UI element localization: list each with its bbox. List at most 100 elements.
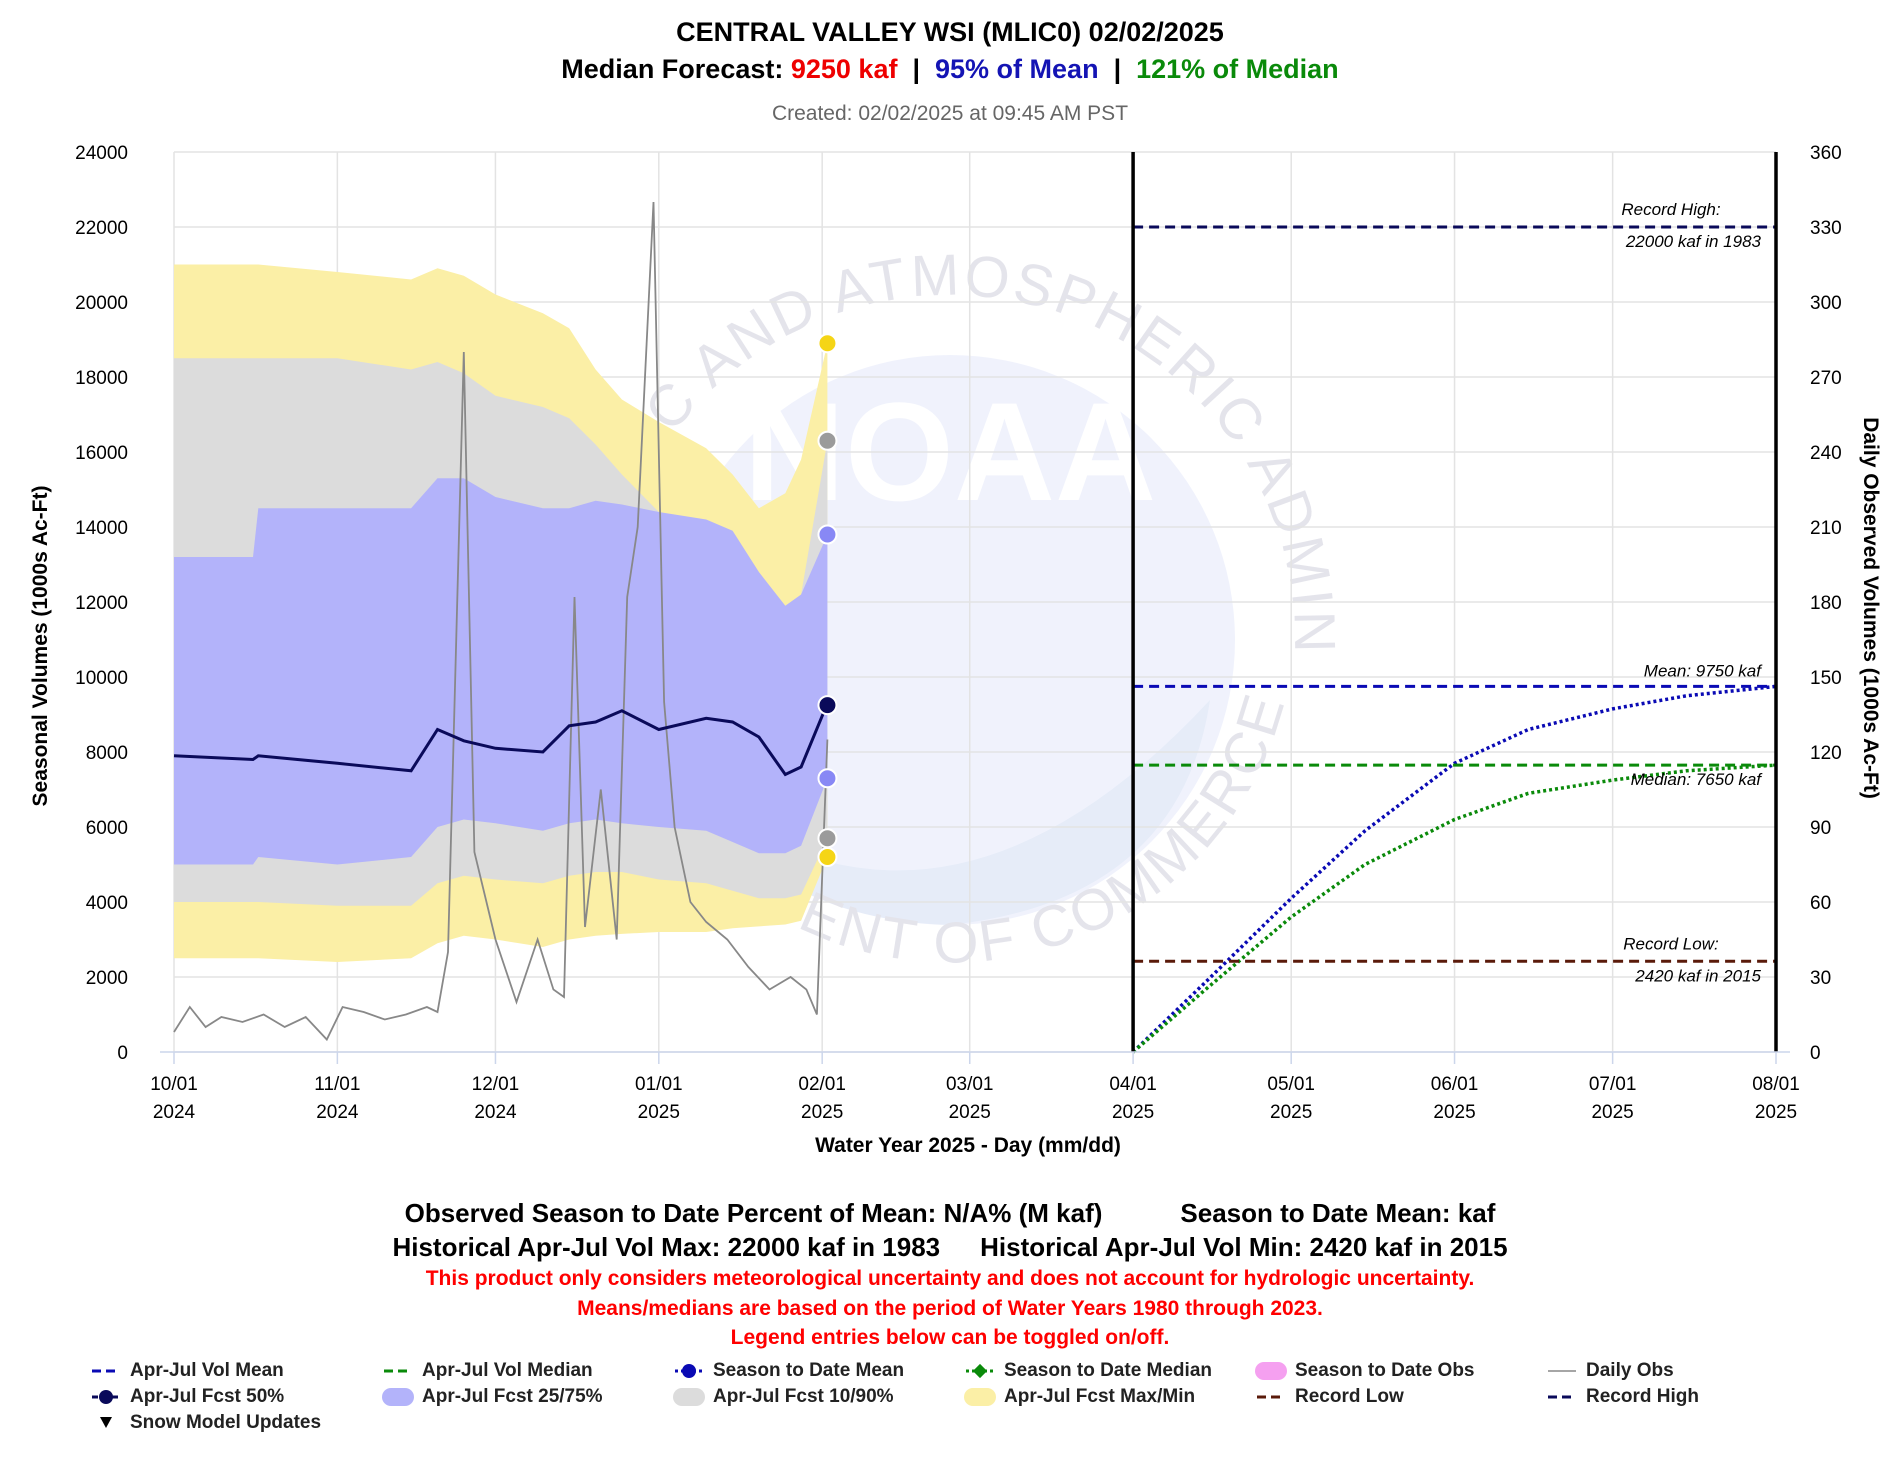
axes: 0 2000 4000 6000 8000 10000 12000 14000 16000 180… bbox=[75, 143, 1842, 1123]
reference-lines: Record High: 22000 kaf in 1983 Mean: 9750 … bbox=[1133, 200, 1776, 985]
legend-dot-line-circle-icon bbox=[675, 1364, 703, 1378]
legend-item-record-high[interactable]: Record High bbox=[1546, 1386, 1699, 1408]
legend-label: Apr-Jul Vol Median bbox=[422, 1360, 593, 1381]
season-to-date-median-line bbox=[1131, 763, 1777, 1054]
subtitle-sep-1: | bbox=[897, 54, 935, 84]
y2-tick-label: 360 bbox=[1810, 143, 1842, 164]
x-tick-label: 06/01 bbox=[1431, 1074, 1479, 1095]
created-text: Created: 02/02/2025 at 09:45 AM PST bbox=[772, 102, 1128, 125]
chart-title: CENTRAL VALLEY WSI (MLIC0) 02/02/2025 bbox=[676, 17, 1224, 47]
y2-tick-label: 150 bbox=[1810, 668, 1842, 689]
footer-stats-1: Observed Season to Date Percent of Mean:… bbox=[0, 1198, 1900, 1229]
record-high-label: Record High: bbox=[1621, 200, 1720, 219]
x-tick-year: 2025 bbox=[638, 1102, 680, 1123]
y-tick-label: 8000 bbox=[86, 743, 128, 764]
legend-blob-icon bbox=[382, 1388, 414, 1406]
record-low-label: Record Low: bbox=[1623, 934, 1719, 953]
y-axis-label: Seasonal Volumes (1000s Ac-Ft) bbox=[29, 486, 52, 807]
y2-tick-label: 210 bbox=[1810, 518, 1842, 539]
end-point-marker bbox=[817, 768, 838, 789]
y-tick-label: 20000 bbox=[75, 293, 128, 314]
y-tick-label: 12000 bbox=[75, 593, 128, 614]
y-tick-label: 14000 bbox=[75, 518, 128, 539]
end-point-marker bbox=[817, 695, 838, 716]
legend-label: Apr-Jul Fcst Max/Min bbox=[1004, 1386, 1196, 1407]
y-tick-label: 16000 bbox=[75, 443, 128, 464]
chart-subtitle: Median Forecast: 9250 kaf | 95% of Mean … bbox=[561, 54, 1338, 84]
x-axis-label: Water Year 2025 - Day (mm/dd) bbox=[815, 1134, 1121, 1157]
footer-note-toggle: Legend entries below can be toggled on/o… bbox=[730, 1326, 1170, 1349]
legend-item-season-to-date-obs[interactable]: Season to Date Obs bbox=[1255, 1360, 1475, 1382]
apr-jul-vol-mean-label: Mean: 9750 kaf bbox=[1644, 661, 1763, 680]
legend-label: Daily Obs bbox=[1586, 1360, 1674, 1381]
y2-tick-label: 330 bbox=[1810, 218, 1842, 239]
subtitle-prefix: Median Forecast: bbox=[561, 54, 791, 84]
legend-item-apr-jul-vol-median[interactable]: Apr-Jul Vol Median bbox=[382, 1360, 593, 1382]
stat-season-mean: Season to Date Mean: kaf bbox=[1180, 1198, 1496, 1228]
y-tick-label: 22000 bbox=[75, 218, 128, 239]
legend-label: Apr-Jul Vol Mean bbox=[130, 1360, 284, 1381]
y2-tick-label: 180 bbox=[1810, 593, 1842, 614]
y-tick-label: 10000 bbox=[75, 668, 128, 689]
y2-axis-label: Daily Observed Volumes (1000s Ac-Ft) bbox=[1859, 417, 1882, 799]
legend-blob-icon bbox=[1255, 1362, 1287, 1380]
daily-obs-line bbox=[173, 201, 829, 1042]
legend-item-daily-obs[interactable]: Daily Obs bbox=[1546, 1360, 1674, 1382]
legend-item-apr-jul-vol-mean[interactable]: Apr-Jul Vol Mean bbox=[90, 1360, 284, 1382]
y2-tick-label: 120 bbox=[1810, 743, 1842, 764]
y2-tick-label: 300 bbox=[1810, 293, 1842, 314]
legend-item-season-to-date-mean[interactable]: Season to Date Mean bbox=[673, 1360, 904, 1382]
y-tick-label: 0 bbox=[117, 1043, 128, 1064]
apr-jul-vol-median-label: Median: 7650 kaf bbox=[1631, 770, 1764, 789]
legend-label: Apr-Jul Fcst 50% bbox=[130, 1386, 285, 1407]
record-low-label-detail: 2420 kaf in 2015 bbox=[1634, 966, 1761, 985]
x-tick-year: 2024 bbox=[153, 1102, 196, 1123]
legend-dot-line-diamond-icon bbox=[966, 1363, 994, 1379]
x-tick-label: 07/01 bbox=[1589, 1074, 1637, 1095]
stat-hist-min: Historical Apr-Jul Vol Min: 2420 kaf in … bbox=[980, 1232, 1508, 1262]
x-tick-year: 2025 bbox=[949, 1102, 991, 1123]
daily-obs-layer bbox=[173, 201, 829, 1042]
y-tick-label: 6000 bbox=[86, 818, 128, 839]
y2-tick-label: 240 bbox=[1810, 443, 1842, 464]
y2-tick-label: 30 bbox=[1810, 968, 1831, 989]
y2-tick-label: 60 bbox=[1810, 893, 1831, 914]
legend-dash-line-icon bbox=[384, 1369, 412, 1373]
x-tick-year: 2025 bbox=[1270, 1102, 1312, 1123]
legend-blob-icon bbox=[964, 1388, 996, 1406]
legend-thin-line-icon bbox=[1548, 1370, 1576, 1372]
stat-percent-of-mean: Observed Season to Date Percent of Mean:… bbox=[404, 1198, 1103, 1228]
x-tick-year: 2024 bbox=[474, 1102, 517, 1123]
legend-item-record-low[interactable]: Record Low bbox=[1255, 1386, 1404, 1408]
forecast-bands bbox=[174, 264, 828, 962]
x-tick-label: 08/01 bbox=[1752, 1074, 1800, 1095]
fcst-50-line bbox=[173, 702, 829, 777]
legend-label: Record High bbox=[1586, 1386, 1699, 1407]
x-tick-year: 2025 bbox=[1112, 1102, 1154, 1123]
x-tick-year: 2025 bbox=[1591, 1102, 1633, 1123]
y2-tick-label: 90 bbox=[1810, 818, 1831, 839]
subtitle-mean: 95% of Mean bbox=[935, 54, 1099, 84]
x-tick-label: 10/01 bbox=[150, 1074, 198, 1095]
legend-item-snow-model-updates[interactable]: Snow Model Updates bbox=[90, 1412, 321, 1434]
legend-blob-icon bbox=[673, 1388, 705, 1406]
y2-tick-label: 0 bbox=[1810, 1043, 1821, 1064]
end-point-marker bbox=[817, 333, 838, 354]
footer-stats-2: Historical Apr-Jul Vol Max: 22000 kaf in… bbox=[0, 1232, 1900, 1263]
footer-note-uncertainty: This product only considers meteorologic… bbox=[425, 1267, 1475, 1290]
x-tick-year: 2024 bbox=[316, 1102, 359, 1123]
legend-label: Season to Date Obs bbox=[1295, 1360, 1475, 1381]
y2-tick-label: 270 bbox=[1810, 368, 1842, 389]
legend-label: Apr-Jul Fcst 10/90% bbox=[713, 1386, 894, 1407]
legend-item-apr-jul-fcst-50-[interactable]: Apr-Jul Fcst 50% bbox=[90, 1386, 284, 1408]
legend-dash-line-icon bbox=[1257, 1395, 1285, 1399]
watermark-wave bbox=[700, 700, 1210, 925]
record-high-label-detail: 22000 kaf in 1983 bbox=[1625, 232, 1762, 251]
legend-item-apr-jul-fcst-10-90-[interactable]: Apr-Jul Fcst 10/90% bbox=[673, 1386, 894, 1408]
legend-item-apr-jul-fcst-max-min[interactable]: Apr-Jul Fcst Max/Min bbox=[964, 1386, 1195, 1408]
x-tick-label: 01/01 bbox=[635, 1074, 683, 1095]
subtitle-sep-2: | bbox=[1099, 54, 1137, 84]
legend-item-apr-jul-fcst-25-75-[interactable]: Apr-Jul Fcst 25/75% bbox=[382, 1386, 603, 1408]
legend-item-season-to-date-median[interactable]: Season to Date Median bbox=[964, 1360, 1212, 1382]
